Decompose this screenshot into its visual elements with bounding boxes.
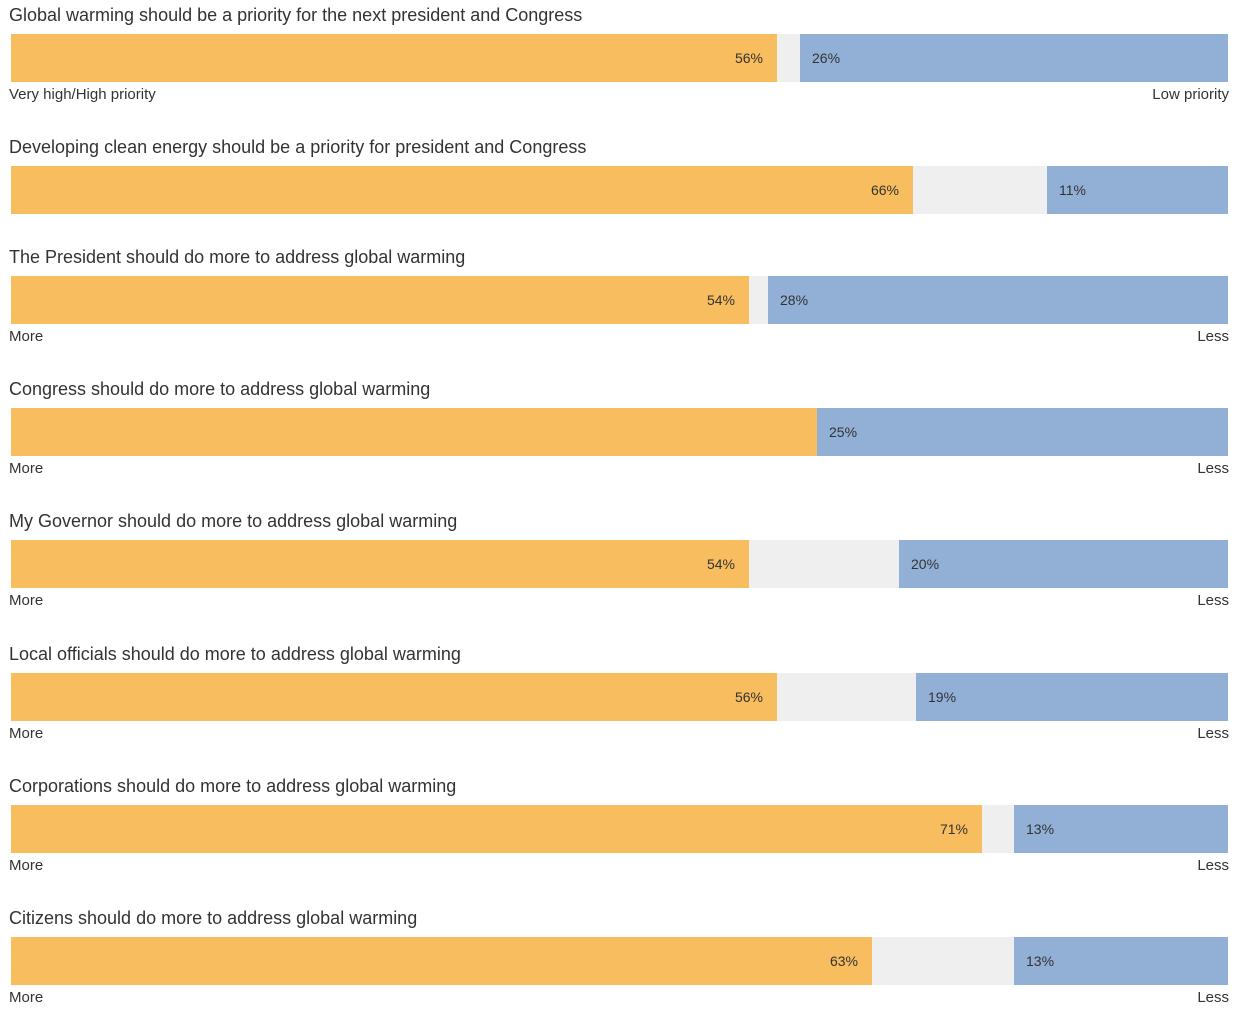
bar-priority-more: 56% bbox=[11, 673, 777, 721]
bar-priority-less: 28% bbox=[768, 276, 1228, 324]
bar-track: 54% 28% bbox=[11, 276, 1228, 324]
bar-track: 63%25% bbox=[11, 408, 1228, 456]
chart-row: Global warming should be a priority for … bbox=[0, 4, 1241, 108]
bar-value-label: 26% bbox=[812, 50, 841, 66]
chart-row: Citizens should do more to address globa… bbox=[0, 907, 1241, 1011]
row-title: The President should do more to address … bbox=[9, 247, 466, 267]
bar-value-label: 13% bbox=[1026, 953, 1055, 969]
bar-priority-less: 19% bbox=[916, 673, 1228, 721]
bar-priority-less: 13% bbox=[1014, 805, 1228, 853]
bar-track: 54% 20% bbox=[11, 540, 1228, 588]
bar-value-label: 63% bbox=[829, 953, 858, 969]
bar-value-label: 66% bbox=[870, 182, 899, 198]
row-title: Local officials should do more to addres… bbox=[9, 644, 461, 664]
row-title: Corporations should do more to address g… bbox=[9, 776, 457, 796]
bar-track: 66% 11% bbox=[11, 166, 1228, 214]
right-end-label: Less bbox=[1197, 328, 1229, 345]
bar-value-label: 13% bbox=[1026, 821, 1055, 837]
bar-value-label: 56% bbox=[734, 689, 763, 705]
bar-priority-more: 56% bbox=[11, 34, 777, 82]
bar-priority-more: 54% bbox=[11, 276, 749, 324]
left-end-label: More bbox=[9, 857, 44, 874]
chart-row: Corporations should do more to address g… bbox=[0, 775, 1241, 879]
right-end-label: Less bbox=[1197, 725, 1229, 742]
row-title: Global warming should be a priority for … bbox=[9, 5, 583, 25]
right-end-label: Less bbox=[1197, 592, 1229, 609]
bar-value-label: 54% bbox=[706, 556, 735, 572]
left-end-label: More bbox=[9, 725, 44, 742]
right-end-label: Less bbox=[1197, 989, 1229, 1006]
row-title: Developing clean energy should be a prio… bbox=[9, 137, 587, 157]
bar-priority-less: 20% bbox=[899, 540, 1228, 588]
chart-row: My Governor should do more to address gl… bbox=[0, 510, 1241, 614]
bar-value-label: 25% bbox=[829, 424, 858, 440]
chart-row: Developing clean energy should be a prio… bbox=[0, 136, 1241, 240]
row-title: My Governor should do more to address gl… bbox=[9, 511, 458, 531]
chart-row: Local officials should do more to addres… bbox=[0, 643, 1241, 747]
bar-value-label: 54% bbox=[706, 292, 735, 308]
left-end-label: More bbox=[9, 460, 44, 477]
bar-track: 63% 13% bbox=[11, 937, 1228, 985]
chart-row: Congress should do more to address globa… bbox=[0, 378, 1241, 482]
bar-value-label: 19% bbox=[928, 689, 957, 705]
bar-priority-less: 25% bbox=[817, 408, 1228, 456]
bar-priority-more: 63% bbox=[11, 408, 872, 456]
bar-priority-less: 26% bbox=[800, 34, 1228, 82]
bar-priority-more: 63% bbox=[11, 937, 872, 985]
bar-priority-more: 71% bbox=[11, 805, 982, 853]
row-title: Congress should do more to address globa… bbox=[9, 379, 431, 399]
bar-priority-more: 54% bbox=[11, 540, 749, 588]
row-title: Citizens should do more to address globa… bbox=[9, 908, 418, 928]
left-end-label: More bbox=[9, 989, 44, 1006]
bar-track: 56% 26% bbox=[11, 34, 1228, 82]
bar-priority-less: 13% bbox=[1014, 937, 1228, 985]
bar-track: 71% 13% bbox=[11, 805, 1228, 853]
bar-value-label: 20% bbox=[911, 556, 940, 572]
bar-value-label: 11% bbox=[1059, 182, 1086, 198]
chart-row: The President should do more to address … bbox=[0, 246, 1241, 350]
left-end-label: Very high/High priority bbox=[9, 86, 156, 103]
left-end-label: More bbox=[9, 328, 44, 345]
bar-priority-less: 11% bbox=[1047, 166, 1228, 214]
right-end-label: Less bbox=[1197, 460, 1229, 477]
bar-value-label: 28% bbox=[780, 292, 809, 308]
bar-value-label: 56% bbox=[734, 50, 763, 66]
bar-value-label: 71% bbox=[939, 821, 968, 837]
bar-track: 56% 19% bbox=[11, 673, 1228, 721]
right-end-label: Low priority bbox=[1152, 86, 1229, 103]
left-end-label: More bbox=[9, 592, 44, 609]
bar-priority-more: 66% bbox=[11, 166, 913, 214]
right-end-label: Less bbox=[1197, 857, 1229, 874]
